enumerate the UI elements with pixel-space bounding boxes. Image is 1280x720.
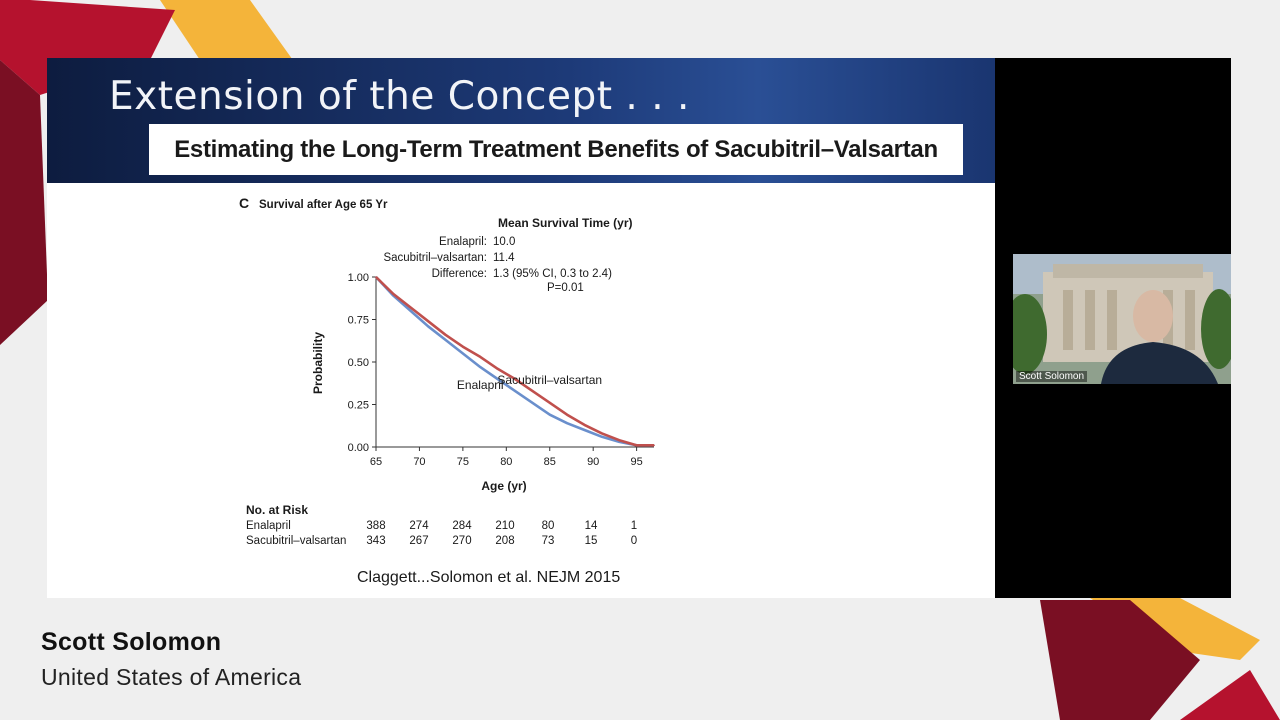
y-tick-label: 0.25 [348, 400, 369, 412]
series-point-0 [531, 402, 534, 404]
x-tick-label: 75 [457, 456, 469, 468]
stats-value: 1.3 (95% CI, 0.3 to 2.4) [493, 268, 612, 280]
risk-cell: 15 [585, 535, 598, 547]
x-tick-label: 80 [500, 456, 512, 468]
risk-cell: 343 [366, 535, 385, 547]
series-point-1 [653, 444, 655, 447]
slide-subtitle: Estimating the Long-Term Treatment Benef… [174, 135, 938, 163]
plot-series [375, 276, 655, 447]
risk-cell: 267 [409, 535, 428, 547]
slide-subtitle-box: Estimating the Long-Term Treatment Benef… [149, 124, 963, 175]
series-line-1 [375, 276, 654, 447]
annotation-0: Enalapril [457, 378, 504, 392]
presentation-stage: Extension of the Concept . . . Estimatin… [47, 58, 1231, 598]
slide: Extension of the Concept . . . Estimatin… [47, 58, 995, 598]
risk-cell: 274 [409, 520, 429, 532]
chart-title: Survival after Age 65 Yr [259, 199, 388, 211]
series-point-1 [635, 444, 638, 447]
decor-bottom-right [1040, 598, 1280, 720]
series-line-0 [375, 276, 654, 447]
risk-cell: 1 [631, 520, 637, 532]
series-point-1 [496, 368, 499, 370]
series-point-0 [548, 413, 551, 416]
series-point-1 [392, 293, 395, 295]
series-point-1 [618, 439, 621, 442]
series-point-0 [496, 378, 499, 380]
y-tick-label: 1.00 [348, 272, 369, 284]
decor-top-left [0, 0, 300, 345]
stats-group: Enalapril: 10.0 Sacubitril–valsartan: 11.4 D… [383, 236, 612, 280]
x-tick-label: 65 [370, 456, 382, 468]
stats-label: Enalapril: [439, 236, 487, 248]
stats-value: 10.0 [493, 236, 515, 248]
risk-cell: 14 [585, 520, 598, 532]
risk-cell: 208 [495, 535, 514, 547]
series-point-0 [601, 436, 603, 438]
series-point-1 [583, 424, 586, 426]
speaker-country: United States of America [41, 664, 302, 690]
risk-cell: 284 [452, 520, 472, 532]
series-point-1 [566, 413, 568, 416]
series-point-1 [479, 356, 482, 358]
series-point-1 [601, 432, 603, 435]
series-point-0 [427, 325, 429, 328]
risk-cell: 80 [542, 520, 555, 532]
webcam-feed[interactable]: Scott Solomon [1013, 254, 1231, 384]
risk-row-label: Sacubitril–valsartan [246, 535, 346, 547]
y-tick-label: 0.50 [348, 357, 369, 369]
x-tick-label: 95 [631, 456, 643, 468]
series-point-0 [514, 390, 516, 392]
risk-cell: 388 [366, 520, 385, 532]
speaker-name: Scott Solomon [41, 628, 222, 656]
slide-header: Extension of the Concept . . . Estimatin… [47, 58, 995, 183]
risk-table-header: No. at Risk [246, 503, 308, 517]
y-tick-label: 0.75 [348, 315, 369, 327]
slide-title: Extension of the Concept . . . [109, 74, 690, 119]
stats-value: 11.4 [493, 252, 515, 264]
series-point-0 [444, 339, 447, 341]
risk-cell: 0 [631, 535, 637, 547]
series-point-1 [531, 390, 534, 392]
x-tick-label: 70 [413, 456, 425, 468]
panel-letter: C [239, 195, 249, 211]
series-point-0 [583, 429, 586, 431]
series-point-0 [409, 310, 412, 312]
stats-header: Mean Survival Time (yr) [498, 216, 633, 230]
y-tick-label: 0.00 [348, 442, 369, 454]
risk-cell: 270 [452, 535, 471, 547]
webcam-name-label: Scott Solomon [1016, 371, 1088, 382]
risk-cell: 73 [542, 535, 555, 547]
x-tick-label: 85 [544, 456, 556, 468]
p-value: P=0.01 [547, 282, 584, 294]
webcam-image [1013, 254, 1231, 384]
citation: Claggett...Solomon et al. NEJM 2015 [357, 569, 621, 586]
stats-label: Difference: [432, 268, 487, 280]
risk-table: Enalapril 388 274 284 210 80 14 1 Sacubitril–val… [246, 520, 637, 547]
series-point-1 [375, 276, 377, 278]
series-point-1 [548, 402, 551, 404]
plot-axes: 0.00 0.25 0.50 0.75 1.00 65 70 75 80 85 90 95 [348, 272, 654, 468]
annotation-1: Sacubitril–valsartan [497, 373, 602, 387]
series-point-1 [427, 320, 429, 323]
risk-cell: 210 [495, 520, 514, 532]
survival-chart: C Survival after Age 65 Yr Mean Survival… [239, 195, 655, 547]
series-point-0 [479, 366, 482, 368]
series-point-1 [462, 345, 464, 348]
y-axis-label: Probability [311, 332, 325, 394]
series-point-0 [462, 352, 464, 355]
risk-row-label: Enalapril [246, 520, 291, 532]
series-point-0 [566, 422, 568, 425]
x-tick-label: 90 [587, 456, 599, 468]
stats-label: Sacubitril–valsartan: [383, 252, 487, 264]
x-axis-label: Age (yr) [481, 479, 526, 493]
series-point-1 [514, 378, 516, 380]
series-point-1 [444, 334, 447, 336]
series-point-1 [409, 306, 412, 309]
